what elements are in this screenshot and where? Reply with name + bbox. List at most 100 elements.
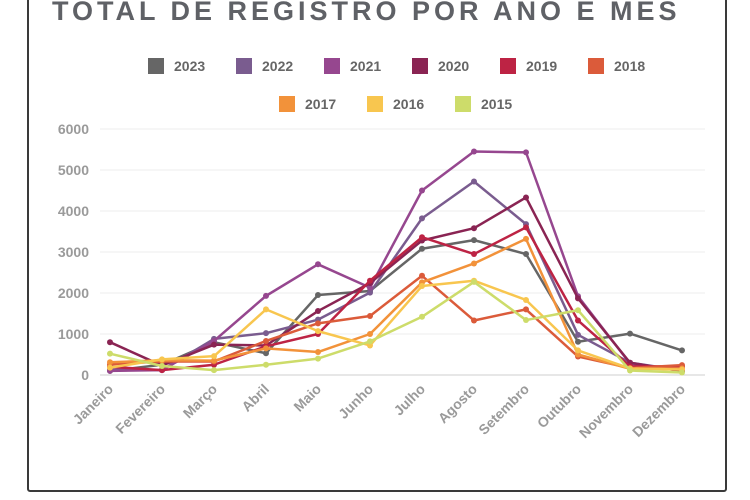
data-point <box>523 306 529 313</box>
legend-item-2023: 2023 <box>148 58 205 74</box>
data-point <box>679 369 685 376</box>
data-point <box>523 149 529 156</box>
legend-label: 2022 <box>262 58 293 74</box>
data-point <box>315 308 321 315</box>
data-point <box>263 337 269 344</box>
y-tick-label: 3000 <box>58 244 89 260</box>
data-point <box>367 277 373 284</box>
data-point <box>263 361 269 368</box>
legend-item-2019: 2019 <box>500 58 557 74</box>
chart-frame <box>27 0 727 492</box>
data-point <box>575 338 581 345</box>
data-point <box>419 283 425 290</box>
data-point <box>523 317 529 324</box>
legend-label: 2015 <box>481 96 512 112</box>
data-point <box>263 345 269 352</box>
data-point <box>107 364 113 371</box>
legend-label: 2017 <box>305 96 336 112</box>
y-tick-label: 0 <box>81 367 89 383</box>
chart-title: TOTAL DE REGISTRO POR ANO E MÊS <box>52 0 681 26</box>
data-point <box>315 320 321 327</box>
series-line <box>109 237 683 371</box>
x-tick-label: Abril <box>238 381 272 415</box>
series-2015 <box>107 278 685 376</box>
data-point <box>263 292 269 299</box>
data-point <box>627 367 633 374</box>
series-2020 <box>107 194 685 375</box>
legend-item-2022: 2022 <box>236 58 293 74</box>
series-2022 <box>107 178 685 374</box>
data-point <box>575 295 581 302</box>
y-tick-label: 2000 <box>58 285 89 301</box>
legend-swatch <box>279 96 295 112</box>
x-tick-label: Setembro <box>475 381 532 438</box>
data-point <box>107 339 113 346</box>
x-tick-label: Fevereiro <box>112 381 168 437</box>
data-point <box>367 338 373 345</box>
data-point <box>523 296 529 303</box>
data-point <box>523 235 529 242</box>
legend-label: 2021 <box>350 58 381 74</box>
series-lines <box>107 148 685 376</box>
legend-label: 2019 <box>526 58 557 74</box>
legend-label: 2018 <box>614 58 645 74</box>
legend-swatch <box>367 96 383 112</box>
legend-item-2016: 2016 <box>367 96 424 112</box>
data-point <box>107 350 113 357</box>
data-point <box>367 289 373 296</box>
legend-swatch <box>324 58 340 74</box>
data-point <box>471 260 477 267</box>
legend-label: 2020 <box>438 58 469 74</box>
legend-swatch <box>412 58 428 74</box>
data-point <box>211 357 217 364</box>
data-point <box>159 362 165 369</box>
series-line <box>109 226 682 372</box>
legend-swatch <box>236 58 252 74</box>
legend-label: 2016 <box>393 96 424 112</box>
data-point <box>419 313 425 320</box>
series-line <box>109 279 683 371</box>
legend-item-2021: 2021 <box>324 58 381 74</box>
legend-swatch <box>500 58 516 74</box>
data-point <box>367 312 373 319</box>
x-tick-label: Novembro <box>576 381 636 441</box>
data-point <box>419 234 425 241</box>
legend-swatch <box>455 96 471 112</box>
y-tick-label: 5000 <box>58 162 89 178</box>
data-point <box>471 317 477 324</box>
data-point <box>107 359 113 366</box>
data-point <box>263 306 269 313</box>
data-point <box>211 367 217 374</box>
data-point <box>523 224 529 231</box>
data-point <box>211 341 217 348</box>
data-point <box>419 187 425 194</box>
y-axis: 0 1000 2000 3000 4000 5000 6000 <box>58 121 89 383</box>
x-tick-label: Dezembro <box>629 381 688 440</box>
legend-swatch <box>588 58 604 74</box>
data-point <box>471 278 477 285</box>
data-point <box>471 225 477 232</box>
data-point <box>419 215 425 222</box>
data-point <box>263 350 269 357</box>
data-point <box>523 194 529 201</box>
gridlines <box>100 128 705 376</box>
legend-item-2017: 2017 <box>279 96 336 112</box>
y-tick-label: 6000 <box>58 121 89 137</box>
data-point <box>471 148 477 155</box>
data-point <box>419 272 425 279</box>
data-point <box>575 331 581 338</box>
legend-swatch <box>148 58 164 74</box>
series-line <box>109 196 683 373</box>
legend-item-2020: 2020 <box>412 58 469 74</box>
data-point <box>315 355 321 362</box>
data-point <box>367 331 373 337</box>
data-point <box>159 367 165 374</box>
data-point <box>315 349 321 356</box>
legend-item-2015: 2015 <box>455 96 512 112</box>
y-tick-label: 1000 <box>58 326 89 342</box>
data-point <box>575 317 581 324</box>
data-point <box>367 342 373 349</box>
y-tick-label: 4000 <box>58 203 89 219</box>
